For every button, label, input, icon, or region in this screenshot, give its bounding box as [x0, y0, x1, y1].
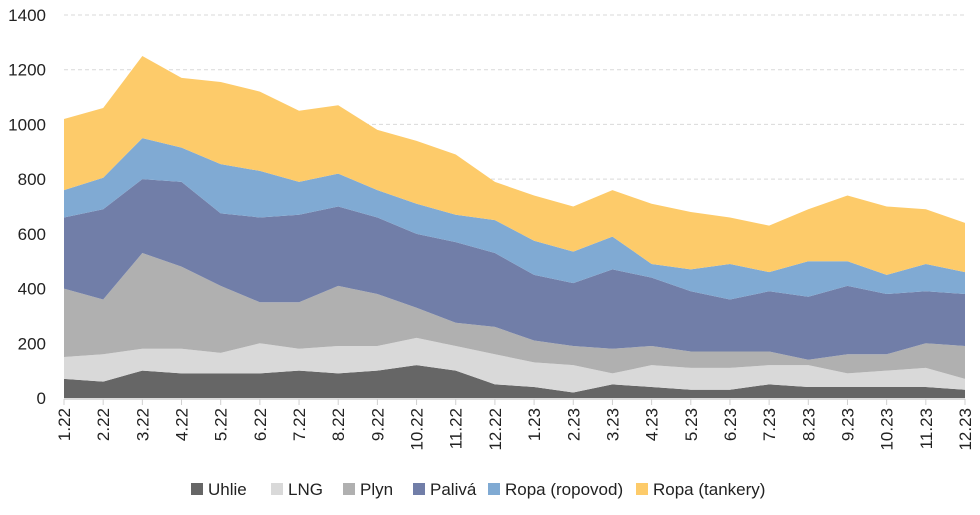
- x-tick-label: 8.23: [799, 408, 818, 441]
- x-tick-label: 11.22: [447, 408, 466, 449]
- y-tick-label: 800: [18, 170, 46, 189]
- x-tick-label: 5.22: [212, 408, 231, 441]
- x-tick-label: 10.22: [408, 408, 427, 451]
- x-tick-label: 3.22: [133, 408, 152, 441]
- y-tick-label: 0: [37, 389, 46, 408]
- legend-label: Ropa (tankery): [653, 480, 765, 499]
- legend-label: LNG: [288, 480, 323, 499]
- x-tick-label: 9.23: [838, 408, 857, 441]
- area-lng: [64, 337, 965, 393]
- legend-swatch: [191, 483, 203, 495]
- y-tick-label: 1400: [8, 6, 46, 25]
- x-tick-label: 12.22: [486, 408, 505, 451]
- x-tick-label: 4.23: [643, 408, 662, 441]
- legend-swatch: [343, 483, 355, 495]
- y-tick-label: 1000: [8, 115, 46, 134]
- x-tick-label: 1.22: [55, 408, 74, 441]
- area-ropa-tankery-: [64, 56, 965, 275]
- x-tick-label: 11.23: [917, 408, 936, 449]
- area-uhlie: [64, 365, 965, 398]
- x-axis-ticks: 1.22 2.22 3.22 4.22 5.22 6.22 7.22 8.22 9.22 10.2…: [55, 399, 975, 451]
- areas: [64, 56, 965, 398]
- x-tick-label: 9.22: [368, 408, 387, 441]
- x-tick-label: 2.23: [564, 408, 583, 441]
- x-tick-label: 6.22: [251, 408, 270, 441]
- legend-swatch: [271, 483, 283, 495]
- x-tick-label: 4.22: [173, 408, 192, 441]
- legend-swatch: [413, 483, 425, 495]
- y-tick-label: 1200: [8, 61, 46, 80]
- area-plyn: [64, 253, 965, 379]
- legend-label: Uhlie: [208, 480, 247, 499]
- y-tick-label: 200: [18, 334, 46, 353]
- area-ropa-ropovod-: [64, 138, 965, 300]
- y-tick-label: 600: [18, 225, 46, 244]
- legend-label: Palivá: [430, 480, 477, 499]
- x-tick-label: 5.23: [682, 408, 701, 441]
- x-tick-label: 7.23: [760, 408, 779, 441]
- x-tick-label: 10.23: [878, 408, 897, 451]
- legend: Uhlie LNG Plyn Palivá Ropa (ropovod) Ropa (ta…: [191, 480, 765, 499]
- x-tick-label: 7.22: [290, 408, 309, 441]
- legend-swatch: [488, 483, 500, 495]
- x-tick-label: 6.23: [721, 408, 740, 441]
- x-tick-label: 2.22: [94, 408, 113, 441]
- y-tick-label: 400: [18, 280, 46, 299]
- y-axis-ticks: 0 200 400 600 800 1000 1200 1400: [8, 6, 46, 408]
- x-tick-label: 12.23: [956, 408, 975, 451]
- legend-label: Plyn: [360, 480, 393, 499]
- legend-swatch: [636, 483, 648, 495]
- x-tick-label: 3.23: [603, 408, 622, 441]
- x-tick-label: 1.23: [525, 408, 544, 441]
- x-tick-label: 8.22: [329, 408, 348, 441]
- area-paliv-: [64, 179, 965, 360]
- legend-label: Ropa (ropovod): [505, 480, 623, 499]
